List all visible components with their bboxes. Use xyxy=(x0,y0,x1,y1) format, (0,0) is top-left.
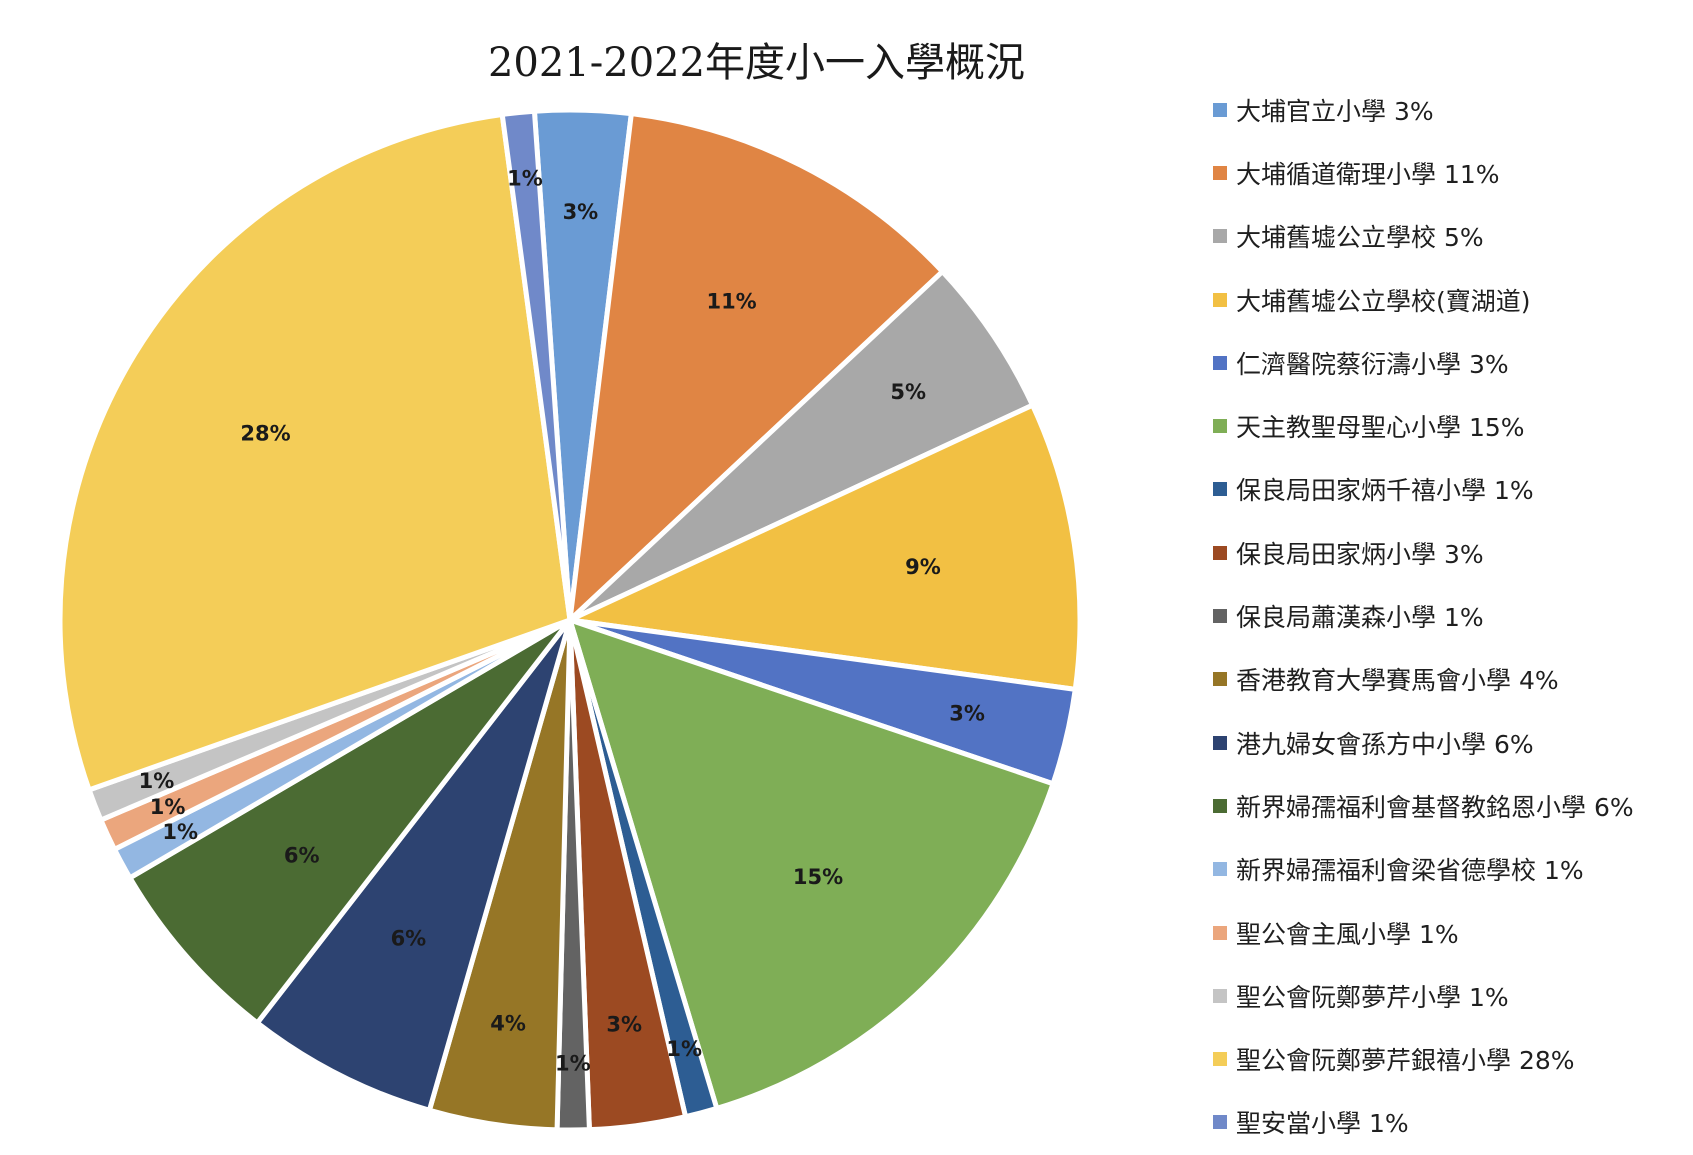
legend-label: 保良局蕭漢森小學 1% xyxy=(1236,603,1484,633)
legend-swatch xyxy=(1213,102,1227,117)
slice-data-label: 1% xyxy=(162,820,198,844)
legend-label: 大埔舊墟公立學校(寶湖道) xyxy=(1236,286,1531,316)
legend-label: 大埔循道衛理小學 11% xyxy=(1236,159,1500,189)
legend-swatch xyxy=(1213,609,1227,624)
legend-item: 新界婦孺福利會梁省德學校 1% xyxy=(1213,838,1634,901)
legend-label: 保良局田家炳千禧小學 1% xyxy=(1236,476,1534,506)
legend-swatch xyxy=(1213,735,1227,750)
legend-swatch xyxy=(1213,672,1227,687)
legend-label: 聖公會阮鄭夢芹小學 1% xyxy=(1236,982,1509,1012)
legend-item: 新界婦孺福利會基督教銘恩小學 6% xyxy=(1213,774,1634,837)
slice-data-label: 3% xyxy=(606,1012,642,1036)
legend: 大埔官立小學 3% 大埔循道衛理小學 11% 大埔舊墟公立學校 5% 大埔舊墟公立學校… xyxy=(1213,78,1634,1154)
legend-swatch xyxy=(1213,798,1227,813)
legend-label: 聖公會主風小學 1% xyxy=(1236,919,1459,949)
chart-title: 2021-2022年度小一入學概況 xyxy=(487,40,1026,86)
legend-swatch xyxy=(1213,419,1227,434)
slice-data-label: 5% xyxy=(890,380,926,404)
slice-data-label: 3% xyxy=(563,200,599,224)
legend-item: 大埔循道衛理小學 11% xyxy=(1213,141,1634,204)
pie-slice-3 xyxy=(567,269,1036,623)
pie-slice-6 xyxy=(567,617,1056,1111)
legend-item: 保良局蕭漢森小學 1% xyxy=(1213,584,1634,647)
legend-label: 香港教育大學賽馬會小學 4% xyxy=(1236,666,1559,696)
legend-item: 天主教聖母聖心小學 15% xyxy=(1213,394,1634,457)
legend-swatch xyxy=(1213,988,1227,1003)
slice-data-label: 15% xyxy=(793,865,843,889)
legend-swatch xyxy=(1213,545,1227,560)
legend-swatch xyxy=(1213,165,1227,180)
slice-data-label: 1% xyxy=(150,795,186,819)
slice-data-label: 4% xyxy=(490,1011,526,1035)
legend-swatch xyxy=(1213,1052,1227,1067)
legend-label: 仁濟醫院蔡衍濤小學 3% xyxy=(1236,349,1509,379)
pie-slice-17 xyxy=(499,108,573,623)
legend-item: 保良局田家炳小學 3% xyxy=(1213,521,1634,584)
legend-label: 大埔官立小學 3% xyxy=(1236,96,1434,126)
legend-item: 聖公會主風小學 1% xyxy=(1213,901,1634,964)
legend-swatch xyxy=(1213,482,1227,497)
legend-item: 聖安當小學 1% xyxy=(1213,1091,1634,1154)
legend-swatch xyxy=(1213,1115,1227,1130)
legend-item: 大埔舊墟公立學校(寶湖道) xyxy=(1213,268,1634,331)
slice-data-label: 3% xyxy=(949,702,985,726)
pie-slice-2 xyxy=(567,111,945,623)
legend-item: 大埔官立小學 3% xyxy=(1213,78,1634,141)
pie-slice-16 xyxy=(57,112,573,793)
legend-swatch xyxy=(1213,355,1227,370)
slice-data-label: 11% xyxy=(706,290,756,314)
legend-label: 天主教聖母聖心小學 15% xyxy=(1236,413,1525,443)
pie-slice-12 xyxy=(127,617,573,1026)
slice-data-label: 28% xyxy=(240,422,290,446)
legend-swatch xyxy=(1213,292,1227,307)
slice-data-label: 1% xyxy=(666,1037,702,1061)
legend-item: 仁濟醫院蔡衍濤小學 3% xyxy=(1213,331,1634,394)
legend-item: 大埔舊墟公立學校 5% xyxy=(1213,205,1634,268)
legend-label: 保良局田家炳小學 3% xyxy=(1236,539,1484,569)
legend-label: 新界婦孺福利會梁省德學校 1% xyxy=(1236,856,1584,886)
legend-item: 聖公會阮鄭夢芹銀禧小學 28% xyxy=(1213,1027,1634,1090)
legend-item: 港九婦女會孫方中小學 6% xyxy=(1213,711,1634,774)
pie-slice-4 xyxy=(567,402,1083,692)
slice-data-label: 1% xyxy=(507,167,543,191)
legend-label: 新界婦孺福利會基督教銘恩小學 6% xyxy=(1236,792,1634,822)
legend-swatch xyxy=(1213,925,1227,940)
legend-swatch xyxy=(1213,229,1227,244)
legend-swatch xyxy=(1213,862,1227,877)
legend-label: 大埔舊墟公立學校 5% xyxy=(1236,223,1484,253)
slice-data-label: 6% xyxy=(284,844,320,868)
slice-data-label: 1% xyxy=(555,1052,591,1076)
legend-item: 保良局田家炳千禧小學 1% xyxy=(1213,458,1634,521)
pie-slice-11 xyxy=(254,617,573,1113)
slice-data-label: 9% xyxy=(905,555,941,579)
legend-label: 聖安當小學 1% xyxy=(1236,1109,1409,1139)
legend-item: 聖公會阮鄭夢芹小學 1% xyxy=(1213,964,1634,1027)
legend-label: 聖公會阮鄭夢芹銀禧小學 28% xyxy=(1236,1046,1575,1076)
slice-data-label: 6% xyxy=(391,926,427,950)
legend-item: 香港教育大學賽馬會小學 4% xyxy=(1213,648,1634,711)
slice-data-label: 1% xyxy=(139,769,175,793)
legend-label: 港九婦女會孫方中小學 6% xyxy=(1236,729,1534,759)
